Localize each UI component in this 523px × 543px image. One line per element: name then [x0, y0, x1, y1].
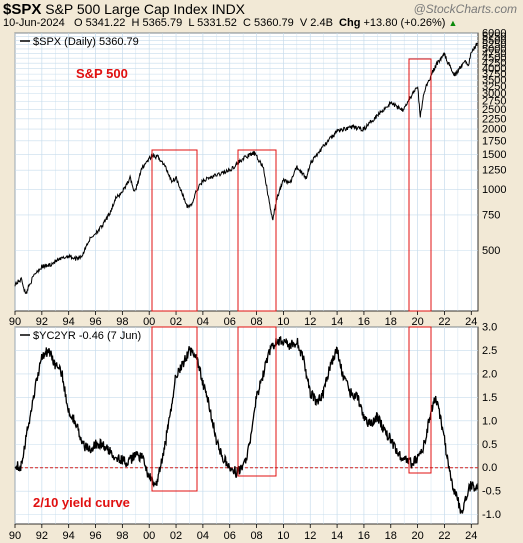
spx-x-tick-label: 06: [224, 316, 236, 328]
index-name: S&P 500 Large Cap Index: [45, 1, 208, 17]
quote-volume: V 2.4B: [299, 17, 333, 29]
quote-line: 10-Jun-2024 O 5341.22 H 5365.79 L 5331.5…: [3, 17, 457, 29]
yc-x-tick-label: 22: [438, 530, 450, 542]
spx-y-tick-label: 1500: [482, 149, 506, 161]
spx-y-tick-label: 4750: [482, 48, 506, 60]
spx-x-tick-label: 90: [9, 316, 21, 328]
yc-x-tick-label: 02: [170, 530, 182, 542]
spx-y-tick-label: 2500: [482, 104, 506, 116]
yc-x-tick-label: 20: [411, 530, 423, 542]
spx-annotation: S&P 500: [76, 66, 128, 81]
yc-x-tick-label: 96: [89, 530, 101, 542]
spx-x-tick-label: 02: [170, 316, 182, 328]
yc-y-tick-label: 0.5: [482, 439, 497, 451]
yc-legend-label: $YC2YR -0.46 (7 Jun): [33, 330, 141, 342]
yc-x-tick-label: 12: [304, 530, 316, 542]
yc-x-tick-label: 14: [331, 530, 343, 542]
yc-x-tick-label: 04: [197, 530, 209, 542]
spx-y-tick-label: 6000: [482, 28, 506, 40]
quote-change-label: Chg: [339, 17, 361, 29]
yc-highlight-box: [151, 326, 198, 492]
quote-change-arrow-icon: ▲: [448, 18, 458, 28]
yc-y-tick-label: -1.0: [482, 509, 501, 521]
spx-x-tick-label: 94: [63, 316, 75, 328]
quote-low: L 5331.52: [188, 17, 237, 29]
yc-x-tick-label: 06: [224, 530, 236, 542]
yc-x-tick-label: 00: [143, 530, 155, 542]
spx-x-tick-label: 92: [36, 316, 48, 328]
quote-date: 10-Jun-2024: [3, 17, 65, 29]
spx-y-tick-label: 5500: [482, 35, 506, 47]
yc-x-tick-label: 90: [9, 530, 21, 542]
spx-y-tick-label: 1750: [482, 135, 506, 147]
yc-highlight-box: [237, 326, 277, 477]
yc-y-tick-label: 3.0: [482, 322, 497, 334]
quote-change: +13.80 (+0.26%): [363, 17, 446, 29]
spx-series-line: [14, 42, 478, 295]
spx-x-tick-label: 18: [385, 316, 397, 328]
yc-y-tick-label: 1.5: [482, 392, 497, 404]
yc-x-tick-label: 24: [465, 530, 477, 542]
yc-y-tick-label: 1.0: [482, 415, 497, 427]
yc-annotation: 2/10 yield curve: [33, 495, 130, 510]
yc-x-tick-label: 92: [36, 530, 48, 542]
yc-y-tick-label: -0.5: [482, 486, 501, 498]
yc-x-tick-label: 08: [250, 530, 262, 542]
yc-y-tick-label: 2.0: [482, 368, 497, 380]
spx-y-tick-label: 3250: [482, 81, 506, 93]
spx-x-tick-label: 12: [304, 316, 316, 328]
spx-y-tick-label: 1250: [482, 165, 506, 177]
yc-y-tick-label: 2.5: [482, 345, 497, 357]
spx-y-tick-label: 2000: [482, 124, 506, 136]
exchange: INDX: [211, 1, 246, 17]
spx-x-tick-label: 96: [89, 316, 101, 328]
spx-highlight-box: [151, 149, 198, 312]
spx-y-tick-label: 500: [482, 245, 500, 257]
spx-y-tick-label: 5750: [482, 31, 506, 43]
spx-y-tick-label: 4250: [482, 58, 506, 70]
yc-y-tick-label: 0.0: [482, 462, 497, 474]
spx-x-tick-label: 98: [116, 316, 128, 328]
spx-x-tick-label: 16: [358, 316, 370, 328]
spx-y-tick-label: 4500: [482, 53, 506, 65]
quote-open: O 5341.22: [73, 17, 126, 29]
spx-y-tick-label: 3750: [482, 69, 506, 81]
spx-y-tick-label: 2750: [482, 96, 506, 108]
spx-y-tick-label: 3000: [482, 88, 506, 100]
spx-legend-label: $SPX (Daily) 5360.79: [33, 36, 139, 48]
quote-high: H 5365.79: [131, 17, 183, 29]
spx-x-tick-label: 10: [277, 316, 289, 328]
quote-close: C 5360.79: [243, 17, 294, 29]
spx-x-tick-label: 24: [465, 316, 477, 328]
spx-y-tick-label: 1000: [482, 184, 506, 196]
spx-x-tick-label: 00: [143, 316, 155, 328]
yc-x-tick-label: 18: [385, 530, 397, 542]
spx-y-tick-label: 2250: [482, 113, 506, 125]
brand-watermark: @StockCharts.com: [413, 2, 517, 16]
symbol: $SPX: [3, 1, 42, 18]
spx-x-tick-label: 22: [438, 316, 450, 328]
spx-y-tick-label: 4000: [482, 63, 506, 75]
spx-y-tick-label: 750: [482, 209, 500, 221]
spx-highlight-box: [408, 58, 432, 312]
spx-highlight-box: [237, 149, 277, 312]
spx-x-tick-label: 14: [331, 316, 343, 328]
yc-x-tick-label: 16: [358, 530, 370, 542]
spx-x-tick-label: 04: [197, 316, 209, 328]
spx-x-tick-label: 08: [250, 316, 262, 328]
yc-highlight-box: [408, 326, 432, 474]
yc-x-tick-label: 98: [116, 530, 128, 542]
yc-x-tick-label: 10: [277, 530, 289, 542]
spx-x-tick-label: 20: [411, 316, 423, 328]
symbol-title: $SPX S&P 500 Large Cap Index INDX: [3, 1, 245, 18]
spx-y-tick-label: 5000: [482, 43, 506, 55]
yc-series-line: [14, 336, 478, 514]
yc-x-tick-label: 94: [63, 530, 75, 542]
chart-header: $SPX S&P 500 Large Cap Index INDX @Stock…: [0, 0, 523, 32]
spx-y-tick-label: 3500: [482, 75, 506, 87]
spx-y-tick-label: 5250: [482, 39, 506, 51]
